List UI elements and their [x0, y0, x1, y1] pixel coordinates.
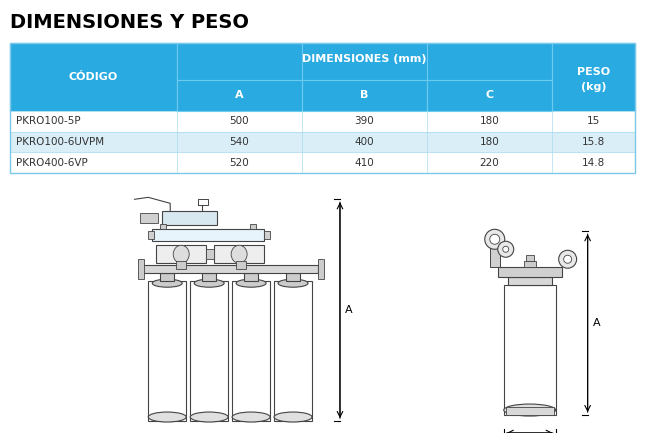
Circle shape [502, 246, 509, 252]
Bar [10, 152, 635, 173]
Bar [232, 281, 270, 421]
Text: B: B [360, 90, 368, 100]
Text: 15.8: 15.8 [582, 137, 605, 147]
Bar [504, 285, 556, 415]
Circle shape [498, 241, 513, 257]
Text: PKRO400-6VP: PKRO400-6VP [16, 158, 88, 168]
Text: 180: 180 [479, 116, 499, 126]
Ellipse shape [148, 412, 186, 422]
Bar [10, 132, 635, 152]
Circle shape [559, 250, 577, 268]
Bar [148, 231, 154, 239]
Circle shape [564, 255, 571, 263]
Ellipse shape [231, 245, 247, 263]
Bar [508, 277, 551, 285]
Ellipse shape [152, 279, 182, 287]
Text: DIMENSIONES Y PESO: DIMENSIONES Y PESO [10, 13, 249, 32]
Bar [163, 211, 217, 225]
Text: 15: 15 [587, 116, 600, 126]
Bar [214, 245, 264, 263]
Text: A: A [593, 318, 600, 328]
Text: 400: 400 [354, 137, 374, 147]
Bar [526, 255, 533, 261]
Text: C: C [485, 90, 493, 100]
Bar [143, 265, 318, 273]
Bar [318, 259, 324, 279]
Text: A: A [235, 90, 243, 100]
Bar [302, 80, 427, 111]
Text: 520: 520 [229, 158, 249, 168]
Text: 220: 220 [479, 158, 499, 168]
Bar [177, 43, 552, 80]
Bar [274, 281, 312, 421]
Bar [152, 229, 264, 241]
Text: A: A [345, 305, 353, 315]
Bar [506, 407, 553, 415]
Text: (kg): (kg) [581, 82, 606, 93]
Text: 390: 390 [354, 116, 374, 126]
Ellipse shape [174, 245, 189, 263]
Ellipse shape [232, 412, 270, 422]
Bar [138, 259, 144, 279]
Ellipse shape [504, 404, 556, 416]
Text: CÓDIGO: CÓDIGO [68, 72, 118, 82]
Bar [10, 111, 635, 132]
Bar [250, 224, 256, 229]
Bar [427, 80, 552, 111]
Text: 410: 410 [354, 158, 374, 168]
Bar [160, 224, 166, 229]
Bar [524, 261, 536, 267]
Bar [177, 80, 302, 111]
Bar [10, 43, 177, 111]
Text: PKRO100-5P: PKRO100-5P [16, 116, 81, 126]
Bar [206, 249, 214, 259]
Bar [498, 267, 562, 277]
Bar [490, 245, 500, 267]
Text: 180: 180 [479, 137, 499, 147]
Ellipse shape [274, 412, 312, 422]
Bar [190, 281, 228, 421]
Circle shape [490, 234, 500, 244]
Bar [140, 213, 158, 223]
Text: DIMENSIONES (mm): DIMENSIONES (mm) [302, 54, 426, 64]
Bar [264, 231, 270, 239]
Bar [10, 43, 635, 80]
Ellipse shape [278, 279, 308, 287]
Bar [236, 261, 246, 269]
Bar [176, 261, 186, 269]
Bar [148, 281, 186, 421]
Text: 500: 500 [229, 116, 249, 126]
Bar [552, 43, 635, 111]
Text: 14.8: 14.8 [582, 158, 605, 168]
Bar [286, 273, 300, 281]
Ellipse shape [236, 279, 266, 287]
Text: PKRO100-6UVPM: PKRO100-6UVPM [16, 137, 104, 147]
Bar [10, 80, 635, 111]
Text: PESO: PESO [577, 67, 610, 77]
Bar [202, 273, 216, 281]
Text: 540: 540 [229, 137, 249, 147]
Ellipse shape [194, 279, 224, 287]
Ellipse shape [190, 412, 228, 422]
Bar [156, 245, 206, 263]
Bar [244, 273, 258, 281]
Circle shape [485, 229, 505, 249]
Bar [160, 273, 174, 281]
